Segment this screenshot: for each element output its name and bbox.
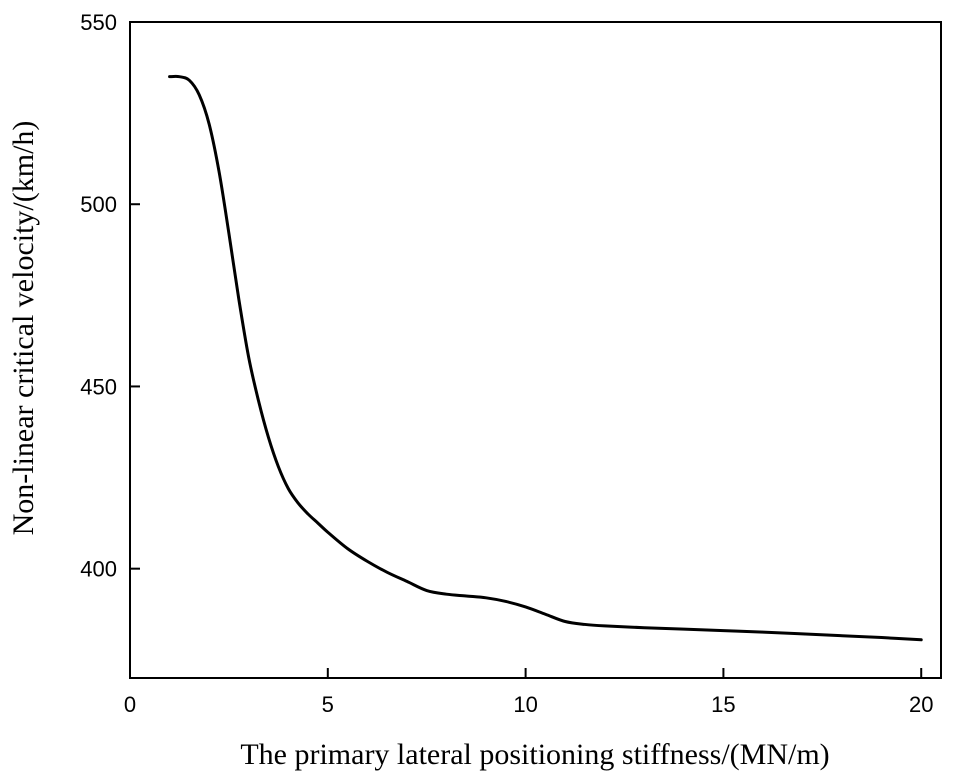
y-tick-label-3: 550	[80, 10, 117, 35]
x-axis-ticks: 0 5 10 15 20	[124, 668, 933, 717]
x-tick-label-3: 15	[711, 692, 735, 717]
x-tick-label-2: 10	[513, 692, 537, 717]
plot-frame	[129, 21, 942, 679]
x-tick-label-0: 0	[124, 692, 136, 717]
x-tick-label-1: 5	[322, 692, 334, 717]
y-axis-ticks: 400 450 500 550	[80, 10, 140, 582]
series-line	[168, 74, 923, 642]
y-tick-label-1: 450	[80, 374, 117, 399]
y-axis-label: Non-linear critical velocity/(km/h)	[7, 121, 40, 536]
x-tick-label-4: 20	[909, 692, 933, 717]
y-tick-label-2: 500	[80, 192, 117, 217]
y-tick-label-0: 400	[80, 557, 117, 582]
x-axis-label: The primary lateral positioning stiffnes…	[240, 738, 829, 771]
